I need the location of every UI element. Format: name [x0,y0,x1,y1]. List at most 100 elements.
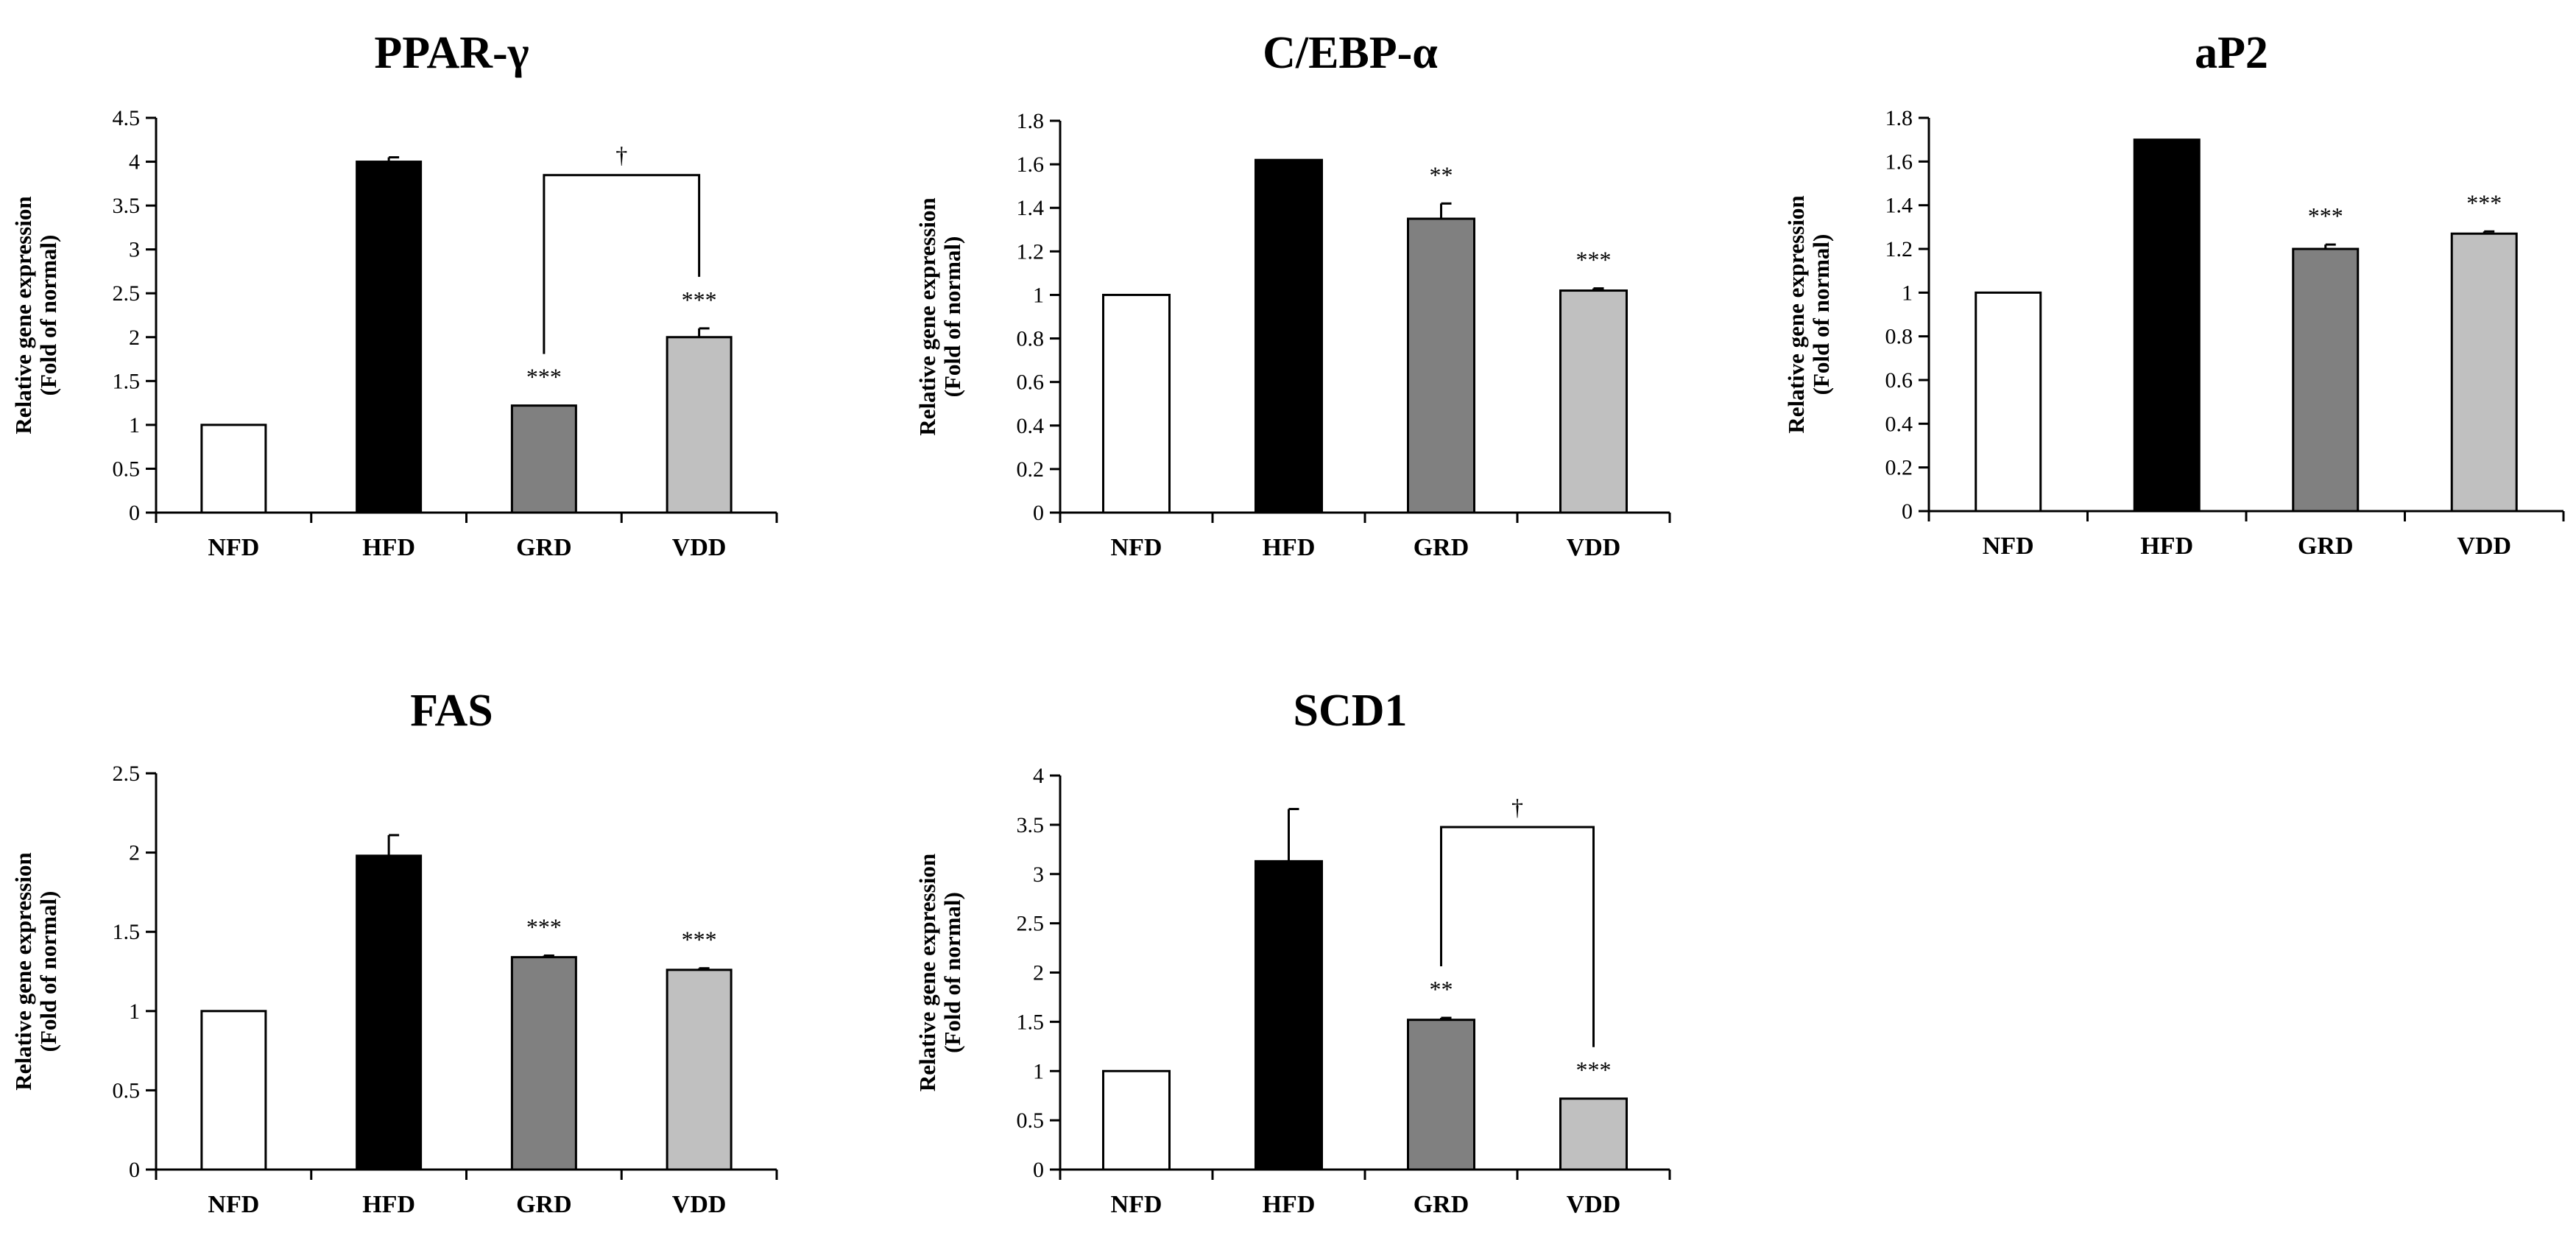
y-tick-label: 1.8 [1885,106,1913,130]
y-tick-label: 1.4 [1885,194,1913,218]
x-tick-label: HFD [362,534,415,561]
y-tick-label: 1.5 [1017,1010,1045,1034]
y-tick-label: 0.8 [1885,325,1913,349]
y-tick-label: 1.2 [1017,239,1045,264]
y-tick-label: 1 [1902,281,1913,305]
y-tick-label: 2 [129,326,140,350]
y-tick-label: 0.5 [113,1078,141,1103]
x-tick-label: VDD [672,1191,727,1218]
bar-vdd [666,968,733,1171]
y-axis-label: Relative gene expression [914,197,940,435]
y-tick-label: 3.5 [113,194,141,218]
y-tick-label: 0 [1033,501,1044,525]
y-tick-label: 1.6 [1017,152,1045,177]
bar-vdd [2450,232,2518,513]
y-tick-label: 0.2 [1885,456,1913,480]
y-tick-label: 2 [129,841,140,865]
y-tick-label: 1 [129,413,140,437]
bar-vdd [1559,1097,1628,1171]
y-tick-label: 1.4 [1017,196,1045,220]
x-tick-label: VDD [1567,534,1621,561]
chart-title: C/EBP-α [1263,28,1438,78]
bar-hfd [1255,158,1323,514]
bar-nfd [200,1010,267,1171]
significance-label: *** [2466,189,2502,216]
significance-bracket [1440,826,1595,1047]
y-tick-label: 4.5 [113,106,141,130]
significance-label: *** [682,286,717,313]
x-tick-label: GRD [516,1191,572,1218]
y-tick-label: 1 [1033,1059,1044,1083]
chart-title: aP2 [2195,28,2268,78]
x-tick-label: GRD [1414,1191,1469,1218]
x-tick-label: NFD [1111,1191,1162,1218]
significance-label: ** [1430,976,1453,1002]
y-tick-label: 1.5 [113,920,141,944]
significance-label: *** [2308,203,2343,229]
y-tick-label: 0.8 [1017,327,1045,351]
y-tick-label: 1 [129,999,140,1024]
bar-grd [510,956,577,1171]
bar-hfd [1255,859,1323,1171]
y-axis-label: Relative gene expression [1783,195,1809,433]
chart-title: PPAR-γ [374,28,529,78]
y-tick-label: 0.6 [1885,368,1913,393]
chart-panel-ppar-: PPAR-γ Relative gene expression (Fold of n… [10,28,778,561]
significance-label: *** [682,927,717,953]
y-tick-label: 0 [129,1158,140,1182]
x-tick-label: GRD [1414,534,1469,561]
bar-nfd [1975,291,2042,513]
x-tick-label: HFD [1263,1191,1316,1218]
x-tick-label: HFD [2140,532,2193,560]
y-tick-label: 2.5 [113,281,141,306]
significance-label: *** [526,913,562,940]
chart-panel-scd1: SCD1 Relative gene expression (Fold of nor… [914,686,1671,1218]
chart-panel-fas: FAS Relative gene expression (Fold of norm… [10,686,778,1218]
bar-hfd [2133,138,2201,513]
x-tick-label: NFD [208,1191,259,1218]
y-tick-label: 2.5 [113,762,141,786]
y-tick-label: 1.2 [1885,237,1913,261]
y-tick-label: 3 [129,238,140,262]
chart-title: FAS [410,686,493,736]
y-tick-label: 0.4 [1017,414,1045,438]
bar-grd [2292,247,2360,513]
y-tick-label: 3.5 [1017,813,1045,837]
x-tick-label: NFD [1111,534,1162,561]
y-axis-label: (Fold of normal) [35,235,61,396]
bar-nfd [1102,1069,1171,1171]
chart-panel-c-ebp-: C/EBP-α Relative gene expression (Fold of … [914,28,1671,561]
y-tick-label: 0 [1033,1158,1044,1182]
y-axis-label: (Fold of normal) [939,236,965,398]
y-axis-label: Relative gene expression [10,852,36,1090]
significance-label: *** [1576,1057,1612,1083]
y-tick-label: 1.5 [113,369,141,393]
significance-label: *** [1576,247,1612,273]
bar-grd [1407,217,1475,514]
y-tick-label: 0 [129,501,140,525]
chart-title: SCD1 [1293,686,1407,736]
x-tick-label: GRD [516,534,572,561]
x-tick-label: NFD [1983,532,2034,560]
x-tick-label: VDD [2457,532,2511,560]
y-tick-label: 1.6 [1885,150,1913,174]
x-tick-label: VDD [1567,1191,1621,1218]
y-tick-label: 2.5 [1017,912,1045,936]
x-tick-label: HFD [1263,534,1316,561]
y-tick-label: 0 [1902,499,1913,524]
y-tick-label: 1.8 [1017,109,1045,133]
bar-nfd [1102,293,1171,514]
bar-vdd [1559,289,1628,514]
y-tick-label: 0.2 [1017,457,1045,482]
bracket-label: † [1511,794,1523,820]
bar-vdd [666,336,733,514]
y-tick-label: 3 [1033,862,1044,887]
significance-label: *** [526,364,562,390]
bar-hfd [356,854,423,1171]
bar-grd [1407,1019,1475,1171]
y-tick-label: 1 [1033,283,1044,307]
bracket-label: † [615,142,627,169]
x-tick-label: VDD [672,534,727,561]
y-axis-label: (Fold of normal) [1808,234,1834,395]
y-axis-label: Relative gene expression [10,196,36,434]
